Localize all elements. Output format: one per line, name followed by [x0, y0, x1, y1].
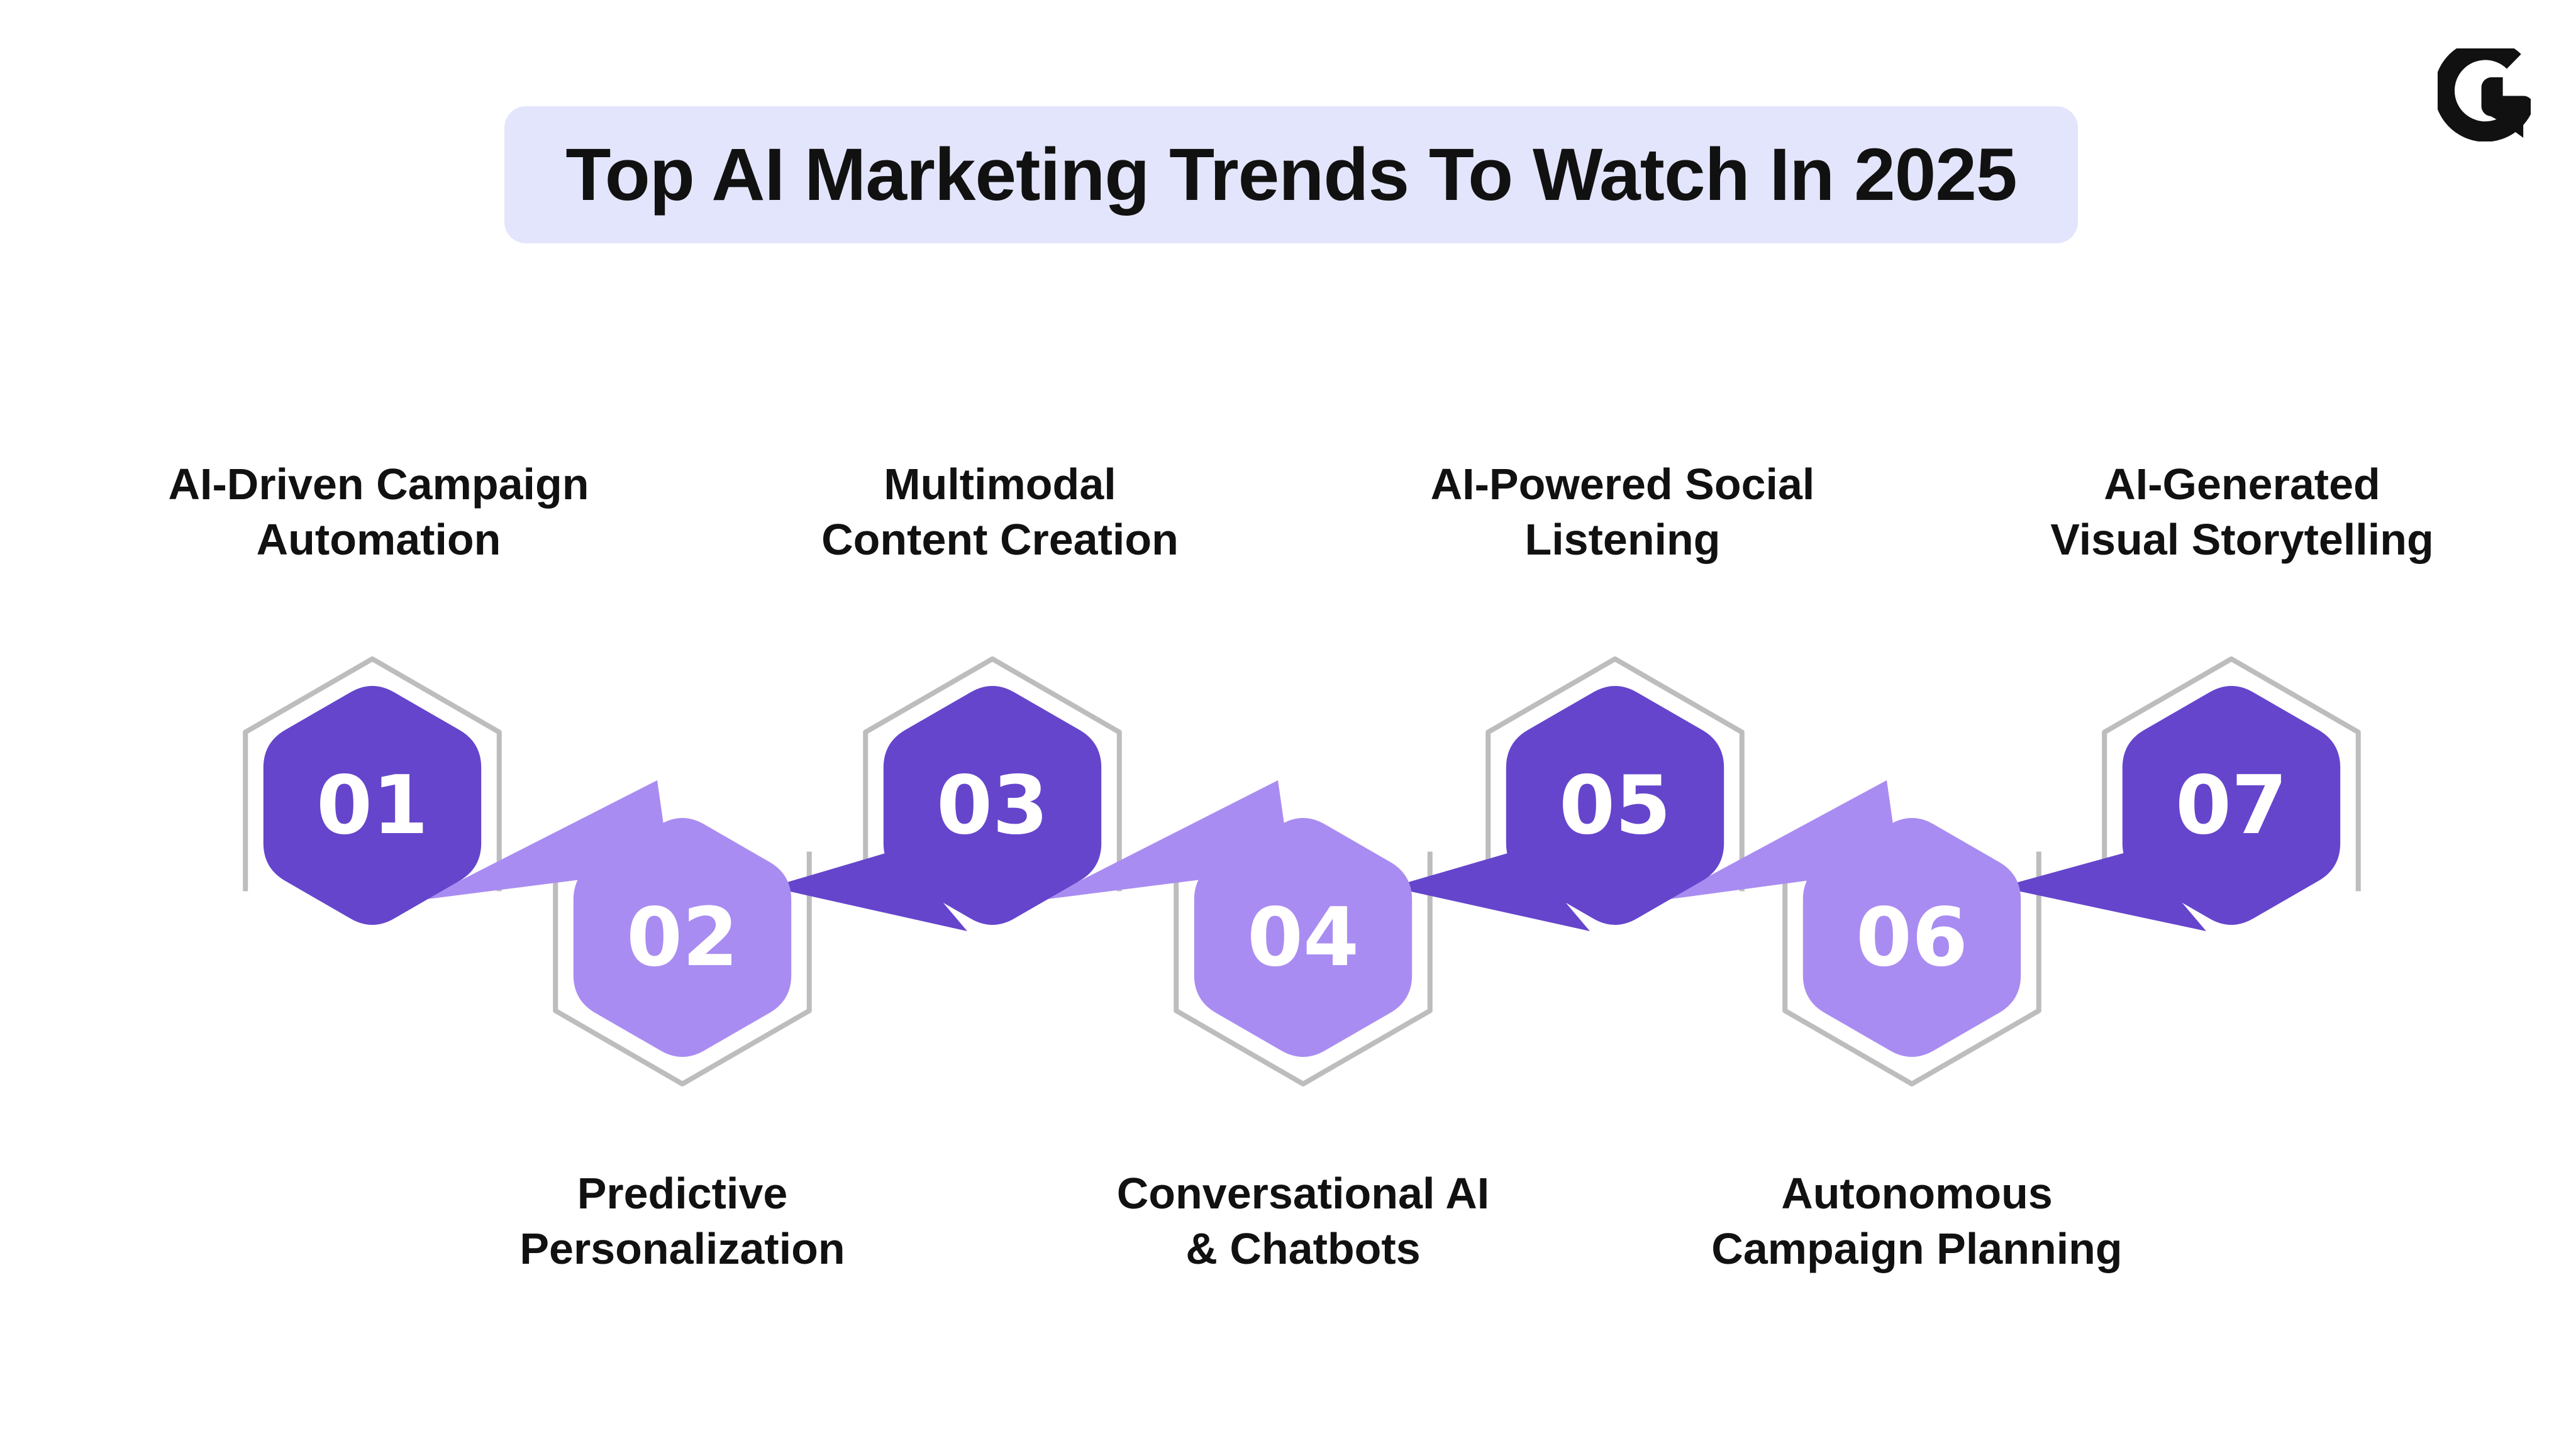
hexagon-05: [1506, 686, 1724, 925]
step-label-line: Campaign Planning: [1711, 1224, 2123, 1273]
g-logo-icon: [2438, 48, 2531, 141]
step-label-line: AI-Powered Social: [1430, 460, 1815, 509]
step-label-line: Automation: [256, 515, 501, 564]
step-label-line: Predictive: [577, 1169, 788, 1218]
hexagon-02: [573, 818, 792, 1057]
step-label-04: Conversational AI & Chatbots: [1064, 1166, 1542, 1276]
step-label-07: AI-Generated Visual Storytelling: [2003, 456, 2481, 567]
step-number-06: 06: [1856, 891, 1968, 985]
step-label-line: Listening: [1524, 515, 1721, 564]
page-title: Top AI Marketing Trends To Watch In 2025: [565, 133, 2017, 216]
hexagon-outline-05: [1485, 656, 1745, 892]
hexagon-04: [1194, 818, 1413, 1057]
hexagon-outline-01: [243, 656, 502, 892]
connector-ribbon-2: [770, 849, 967, 931]
title-banner: Top AI Marketing Trends To Watch In 2025: [504, 106, 2078, 243]
step-label-line: Personalization: [519, 1224, 845, 1273]
step-number-03: 03: [936, 759, 1048, 853]
step-number-01: 01: [316, 759, 428, 853]
step-label-06: Autonomous Campaign Planning: [1678, 1166, 2156, 1276]
step-label-line: & Chatbots: [1185, 1224, 1421, 1273]
step-label-03: Multimodal Content Creation: [761, 456, 1239, 567]
step-label-line: Autonomous: [1781, 1169, 2053, 1218]
step-label-02: Predictive Personalization: [443, 1166, 921, 1276]
step-number-02: 02: [626, 891, 738, 985]
step-label-line: AI-Generated: [2104, 460, 2380, 509]
hexagon-06: [1802, 818, 2021, 1057]
hexagon-outline-06: [1782, 851, 2041, 1086]
step-number-04: 04: [1247, 891, 1359, 985]
step-label-line: Conversational AI: [1116, 1169, 1490, 1218]
step-number-05: 05: [1559, 759, 1671, 853]
step-label-line: Content Creation: [821, 515, 1179, 564]
hexagon-07: [2122, 686, 2341, 925]
hexagon-outline-02: [553, 851, 812, 1086]
connector-ribbon-4: [1391, 849, 1590, 931]
hexagon-outline-07: [2102, 656, 2361, 892]
hexagon-01: [263, 686, 482, 925]
step-label-line: Visual Storytelling: [2050, 515, 2434, 564]
hexagon-outline-03: [863, 656, 1122, 892]
hexagon-outline-04: [1174, 851, 1433, 1086]
step-label-line: Multimodal: [884, 460, 1116, 509]
step-label-01: AI-Driven Campaign Automation: [140, 456, 618, 567]
hexagon-03: [883, 686, 1102, 925]
connector-ribbon-6: [2000, 849, 2206, 931]
step-number-07: 07: [2175, 759, 2287, 853]
step-label-line: AI-Driven Campaign: [168, 460, 589, 509]
step-label-05: AI-Powered Social Listening: [1384, 456, 1862, 567]
